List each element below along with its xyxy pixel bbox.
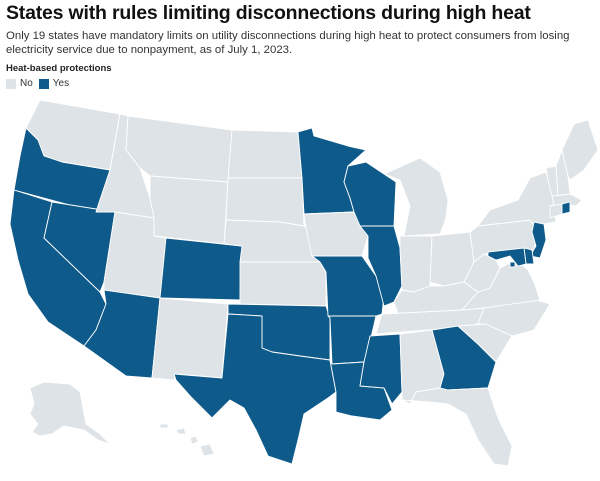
state-CT[interactable] (549, 203, 563, 219)
state-AK[interactable] (29, 381, 111, 445)
state-FL[interactable] (401, 387, 513, 467)
state-RI[interactable] (561, 201, 571, 215)
legend-item-no: No (6, 78, 33, 89)
state-ME[interactable] (561, 119, 599, 181)
state-NM[interactable] (151, 297, 229, 381)
state-MD[interactable] (487, 247, 527, 267)
us-map (0, 95, 600, 481)
state-MI[interactable] (383, 157, 449, 237)
state-WY[interactable] (149, 175, 229, 245)
chart-title: States with rules limiting disconnection… (6, 2, 531, 24)
state-IN[interactable] (399, 235, 433, 293)
legend-swatch-yes (38, 78, 49, 89)
state-DC[interactable] (509, 261, 516, 268)
state-NJ[interactable] (529, 221, 547, 259)
state-NH[interactable] (555, 149, 571, 197)
chart-subtitle: Only 19 states have mandatory limits on … (6, 30, 570, 56)
legend-label-yes: Yes (52, 78, 70, 89)
state-MO[interactable] (311, 255, 385, 317)
legend-label-no: No (20, 78, 33, 89)
state-MT[interactable] (125, 115, 233, 183)
state-TX[interactable] (173, 313, 337, 465)
state-IL[interactable] (359, 225, 403, 307)
legend-title: Heat-based protections (6, 63, 112, 74)
legend-swatch-no (6, 78, 16, 89)
state-HI[interactable] (159, 423, 215, 457)
state-NY[interactable] (477, 171, 557, 231)
state-KS[interactable] (239, 261, 327, 307)
state-SD[interactable] (225, 177, 305, 227)
legend: No Yes (6, 78, 75, 89)
legend-item-yes: Yes (38, 78, 70, 89)
us-map-svg (9, 99, 599, 467)
state-ND[interactable] (227, 129, 303, 179)
state-CO[interactable] (159, 237, 243, 301)
